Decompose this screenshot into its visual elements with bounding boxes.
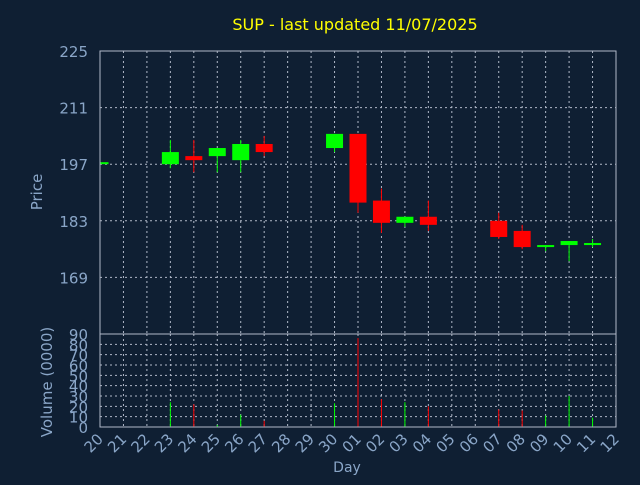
- candle-body: [584, 243, 602, 246]
- price-y-tick-label: 183: [59, 213, 88, 231]
- volume-y-tick-label: 0: [78, 419, 88, 437]
- day-tick-label: 22: [128, 430, 154, 456]
- day-tick-label: 28: [268, 430, 294, 456]
- day-tick-label: 10: [550, 430, 576, 456]
- day-tick-label: 05: [432, 430, 458, 456]
- day-tick-label: 27: [245, 430, 271, 456]
- volume-y-tick-label: 50: [69, 367, 88, 385]
- volume-y-tick-label: 60: [69, 357, 88, 375]
- volume-grid: [100, 334, 616, 427]
- chart-title: SUP - last updated 11/07/2025: [232, 15, 477, 34]
- candle-body: [326, 133, 344, 149]
- candle-body: [208, 148, 226, 157]
- day-tick-label: 24: [174, 430, 200, 456]
- candle-body: [349, 133, 367, 203]
- volume-bars: [169, 338, 594, 427]
- day-tick-label: 26: [221, 430, 247, 456]
- day-tick-label: 23: [151, 430, 177, 456]
- day-tick-label: 21: [104, 430, 130, 456]
- volume-y-tick-label: 20: [69, 398, 88, 416]
- day-tick-label: 02: [362, 430, 388, 456]
- price-y-tick-label: 169: [59, 269, 88, 287]
- volume-y-tick-label: 30: [69, 388, 88, 406]
- candle-body: [490, 220, 508, 237]
- candle-body: [560, 241, 578, 246]
- candle-body: [419, 216, 437, 225]
- volume-y-tick-label: 10: [69, 409, 88, 427]
- price-y-tick-label: 225: [59, 43, 88, 61]
- day-tick-label: 04: [409, 430, 435, 456]
- day-axis-label: Day: [333, 460, 361, 476]
- day-tick-label: 03: [386, 430, 412, 456]
- candle-body: [396, 216, 414, 223]
- day-tick-label: 01: [339, 430, 365, 456]
- candle-body: [185, 156, 203, 161]
- day-tick-label: 12: [597, 430, 623, 456]
- day-tick-labels: 2021222324252627282930010203040506070809…: [81, 430, 623, 456]
- volume-y-tick-label: 40: [69, 378, 88, 396]
- candle-body: [513, 230, 531, 248]
- candle-body: [537, 245, 555, 248]
- price-candles: [99, 133, 602, 262]
- volume-y-tick-label: 70: [69, 347, 88, 365]
- day-tick-label: 25: [198, 430, 224, 456]
- day-tick-label: 07: [479, 430, 505, 456]
- price-y-tick-label: 211: [59, 100, 88, 118]
- day-tick-label: 09: [526, 430, 552, 456]
- candle-body: [100, 162, 109, 165]
- volume-y-tick-label: 80: [69, 336, 88, 354]
- volume-y-tick-label: 90: [69, 326, 88, 344]
- price-y-tick-label: 197: [59, 156, 88, 174]
- candle-body: [255, 143, 273, 153]
- day-tick-label: 08: [503, 430, 529, 456]
- candle-body: [161, 152, 179, 165]
- day-tick-label: 29: [292, 430, 318, 456]
- price-grid: [100, 50, 616, 334]
- day-tick-label: 30: [315, 430, 341, 456]
- price-axis-label: Price: [28, 174, 46, 211]
- volume-axis-label: Volume (0000): [38, 327, 56, 437]
- candle-body: [232, 143, 250, 161]
- volume-plot-frame: [99, 333, 617, 428]
- price-y-tick-labels: 169 183 197 211 225: [59, 43, 88, 287]
- day-tick-label: 11: [573, 430, 599, 456]
- day-tick-label: 06: [456, 430, 482, 456]
- candle-body: [372, 200, 390, 223]
